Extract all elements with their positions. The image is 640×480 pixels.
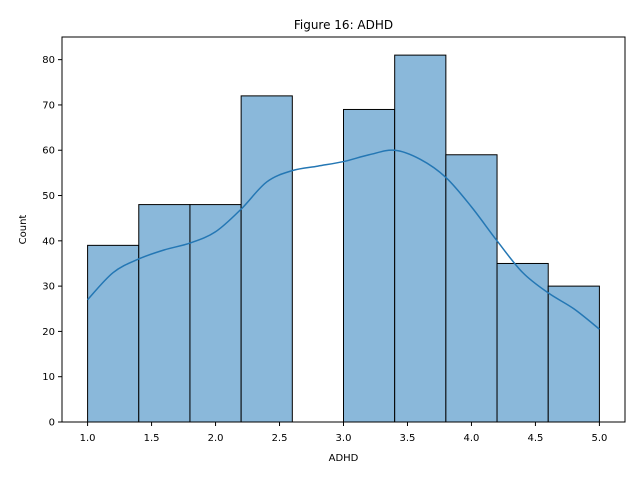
y-tick-label: 50 — [42, 191, 55, 202]
x-tick-label: 3.5 — [400, 433, 416, 444]
chart-title: Figure 16: ADHD — [294, 18, 393, 32]
x-tick-label: 5.0 — [591, 433, 607, 444]
y-tick-label: 70 — [42, 100, 55, 111]
y-tick-label: 0 — [49, 418, 55, 429]
histogram-bar-9 — [547, 285, 600, 423]
kde-line — [87, 149, 600, 330]
y-tick-label: 30 — [42, 282, 55, 293]
histogram-bar-7 — [445, 154, 498, 423]
x-tick-label: 4.5 — [527, 433, 543, 444]
x-tick-label: 4.0 — [464, 433, 480, 444]
y-tick-label: 20 — [42, 327, 55, 338]
histogram-bar-1 — [138, 204, 191, 423]
histogram-bar-5 — [343, 108, 396, 423]
kde-group — [87, 149, 600, 330]
histogram-bar-8 — [496, 262, 549, 423]
y-ticks: 0 10 20 30 40 50 60 70 80 — [42, 55, 62, 429]
histogram-bar-3 — [240, 95, 293, 423]
y-tick-label: 40 — [42, 236, 55, 247]
histogram-bar-6 — [394, 54, 447, 423]
y-axis-label: Count — [18, 215, 29, 245]
x-axis-label: ADHD — [329, 453, 359, 464]
x-ticks: 1.0 1.5 2.0 2.5 3.0 3.5 4.0 4.5 5.0 — [80, 422, 607, 444]
x-tick-label: 2.0 — [208, 433, 224, 444]
y-tick-label: 10 — [42, 372, 55, 383]
x-tick-label: 1.5 — [144, 433, 160, 444]
histogram-bar-2 — [189, 204, 242, 423]
x-tick-label: 1.0 — [80, 433, 96, 444]
bars-group — [87, 54, 600, 423]
histogram-bar-0 — [87, 244, 140, 423]
y-tick-label: 80 — [42, 55, 55, 66]
x-tick-label: 2.5 — [272, 433, 288, 444]
x-tick-label: 3.0 — [336, 433, 352, 444]
y-tick-label: 60 — [42, 146, 55, 157]
